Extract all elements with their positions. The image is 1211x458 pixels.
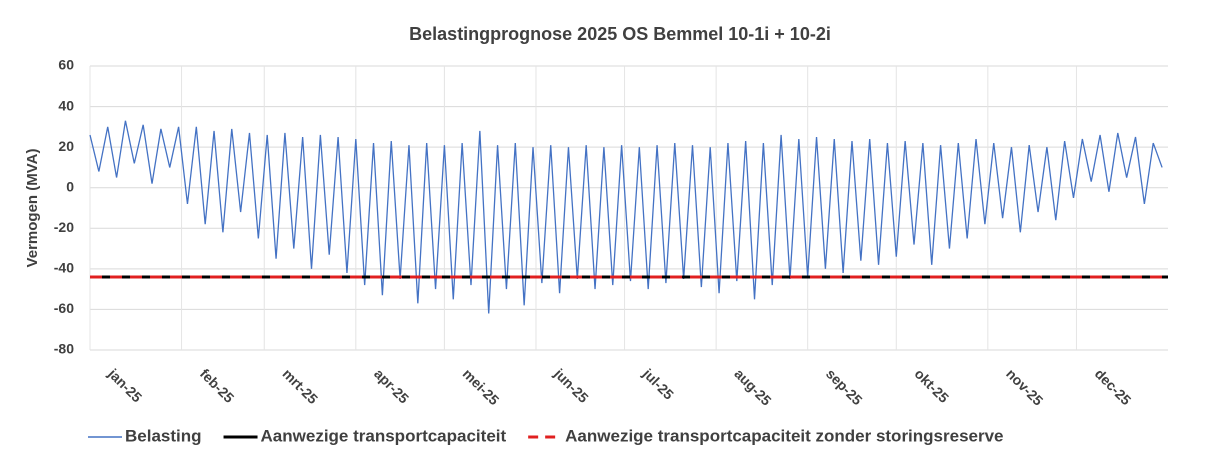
y-axis-label: Vermogen (MVA) (24, 149, 41, 268)
y-tick-label: 40 (58, 97, 74, 113)
y-tick-label: -80 (54, 341, 74, 357)
data-line (89, 120, 1163, 314)
y-tick-label: -40 (54, 260, 74, 276)
legend-label: Belasting (125, 426, 202, 445)
legend-label: Aanwezige transportcapaciteit zonder sto… (565, 426, 1003, 445)
legend-label: Aanwezige transportcapaciteit (261, 426, 507, 445)
y-tick-label: 20 (58, 138, 74, 154)
y-tick-label: -20 (54, 219, 74, 235)
y-tick-label: -60 (54, 300, 74, 316)
y-tick-label: 0 (66, 178, 74, 194)
y-tick-label: 60 (58, 57, 74, 73)
chart-title: Belastingprognose 2025 OS Bemmel 10-1i +… (409, 24, 831, 44)
